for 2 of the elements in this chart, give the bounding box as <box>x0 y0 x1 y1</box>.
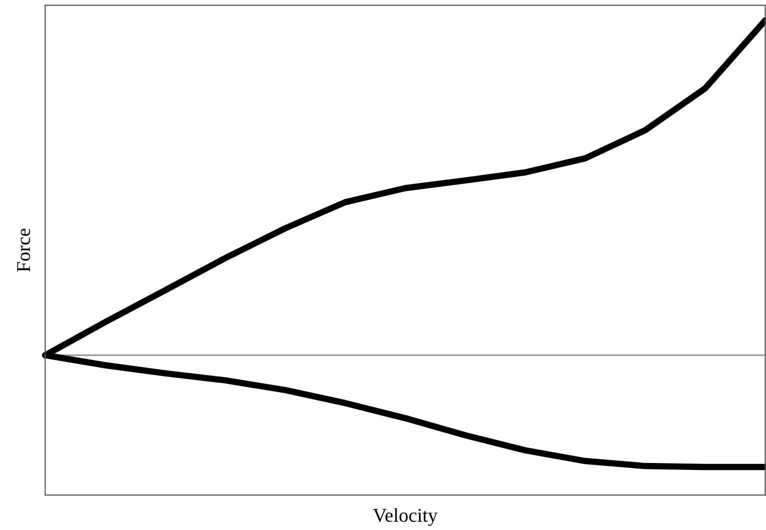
y-axis-title: Force <box>17 228 30 272</box>
x-axis-title: Velocity <box>373 508 438 526</box>
